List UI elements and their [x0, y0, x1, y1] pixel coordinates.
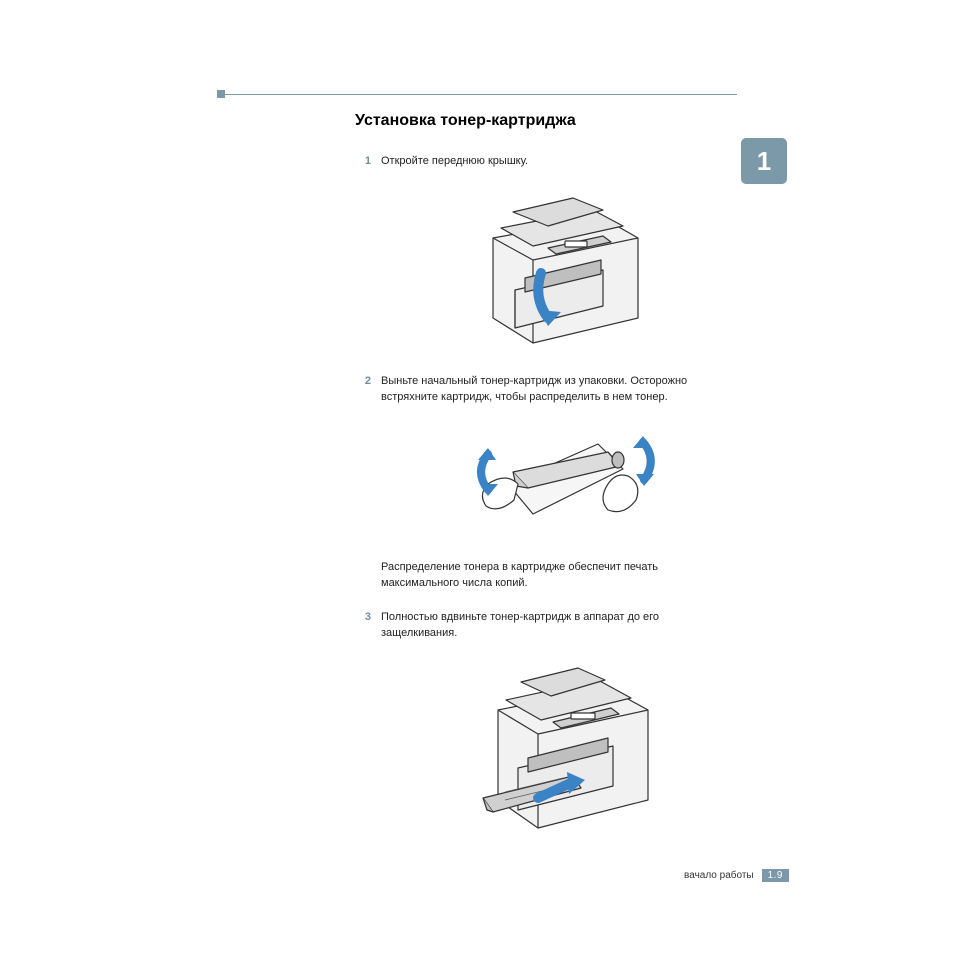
- footer-page-number: 1.9: [768, 870, 783, 881]
- printer-open-cover-illustration: [453, 178, 663, 358]
- step-2: 2 Выньте начальный тонер-картридж из упа…: [355, 374, 735, 406]
- chapter-tab: 1: [741, 138, 787, 184]
- step-3: 3 Полностью вдвиньте тонер-картридж в ап…: [355, 610, 735, 642]
- cartridge-shake-illustration: [448, 414, 668, 544]
- figure-step-3: [381, 650, 735, 850]
- step-1-number: 1: [355, 154, 371, 169]
- step-3-text: Полностью вдвиньте тонер-картридж в аппа…: [381, 610, 735, 642]
- step-2-number: 2: [355, 374, 371, 389]
- footer-section: вачало работы: [684, 870, 754, 881]
- printer-insert-cartridge-illustration: [443, 650, 673, 850]
- step-2-note: Распределение тонера в картридже обеспеч…: [381, 560, 735, 592]
- figure-step-2: [381, 414, 735, 544]
- page-title: Установка тонер-картриджа: [355, 112, 735, 130]
- step-1-text: Откройте переднюю крышку.: [381, 154, 528, 170]
- arrow-shake-right-icon: [633, 436, 654, 486]
- chapter-number: 1: [757, 146, 771, 177]
- step-3-number: 3: [355, 610, 371, 625]
- header-rule: [217, 94, 737, 95]
- step-1: 1 Откройте переднюю крышку.: [355, 154, 735, 170]
- step-2-text: Выньте начальный тонер-картридж из упако…: [381, 374, 735, 406]
- footer-page-badge: 1.9: [762, 869, 789, 882]
- content-area: Установка тонер-картриджа 1 Откройте пер…: [355, 112, 735, 866]
- page-footer: вачало работы 1.9: [684, 869, 789, 882]
- figure-step-1: [381, 178, 735, 358]
